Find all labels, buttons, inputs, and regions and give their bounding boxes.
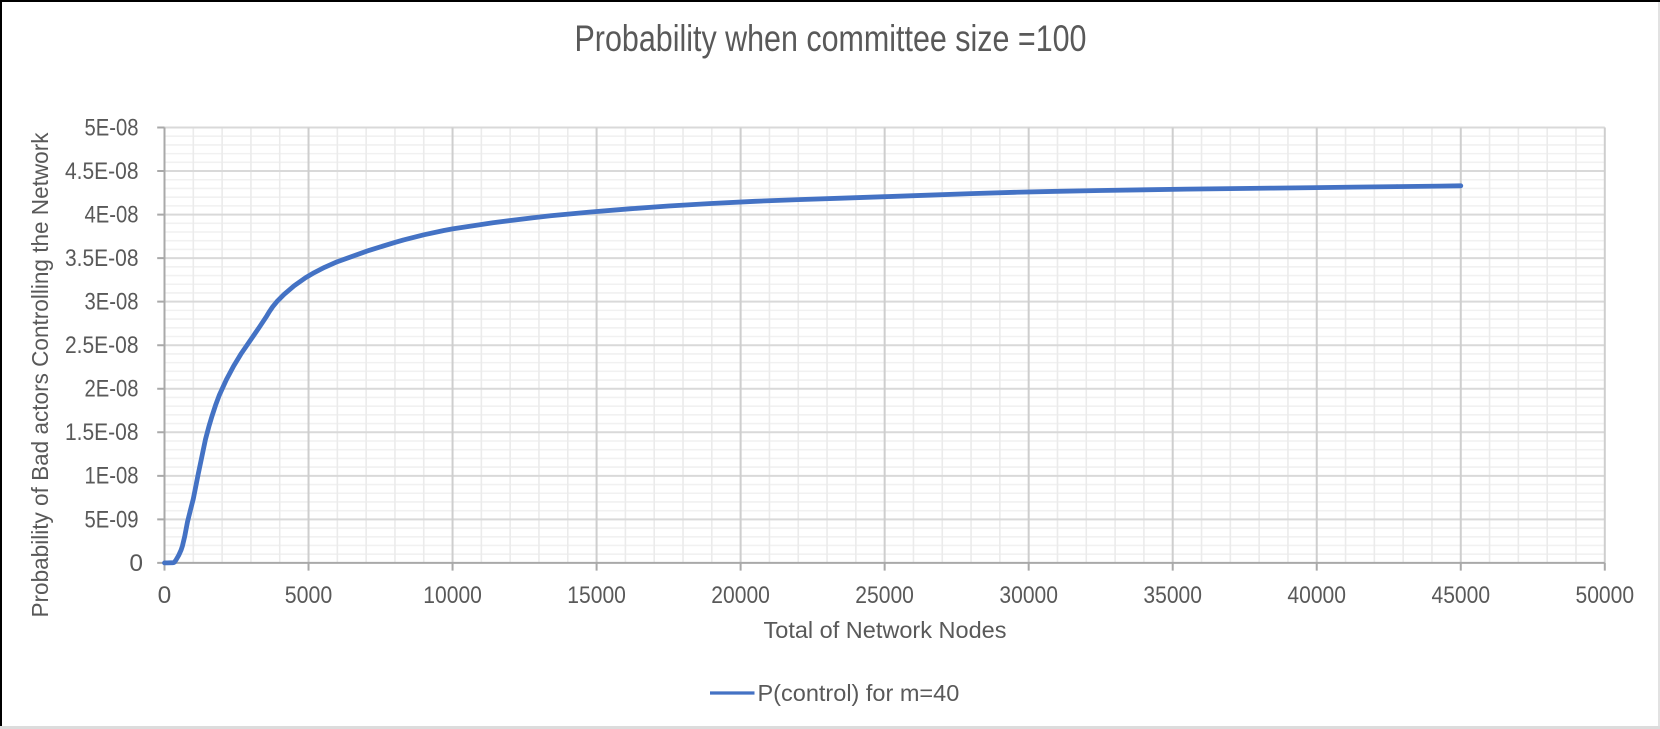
svg-text:10000: 10000 bbox=[423, 582, 482, 609]
svg-text:15000: 15000 bbox=[567, 582, 626, 609]
svg-text:2E-08: 2E-08 bbox=[85, 376, 139, 403]
svg-text:50000: 50000 bbox=[1576, 582, 1635, 609]
svg-text:45000: 45000 bbox=[1432, 582, 1491, 609]
svg-text:25000: 25000 bbox=[855, 582, 914, 609]
svg-text:Probability when committee siz: Probability when committee size =100 bbox=[575, 17, 1087, 59]
svg-text:4E-08: 4E-08 bbox=[85, 202, 139, 229]
svg-text:0: 0 bbox=[129, 550, 143, 577]
svg-text:1E-08: 1E-08 bbox=[85, 463, 139, 490]
svg-text:5E-08: 5E-08 bbox=[85, 114, 139, 141]
svg-text:Probability of Bad actors Cont: Probability of Bad actors Controlling th… bbox=[27, 132, 53, 617]
svg-text:3E-08: 3E-08 bbox=[85, 289, 139, 316]
svg-text:3.5E-08: 3.5E-08 bbox=[65, 245, 139, 272]
svg-text:4.5E-08: 4.5E-08 bbox=[65, 158, 139, 185]
svg-text:30000: 30000 bbox=[999, 582, 1058, 609]
svg-text:0: 0 bbox=[158, 582, 172, 609]
svg-text:1.5E-08: 1.5E-08 bbox=[65, 419, 139, 446]
svg-text:40000: 40000 bbox=[1287, 582, 1346, 609]
svg-text:Total of Network Nodes: Total of Network Nodes bbox=[764, 617, 1007, 643]
svg-text:20000: 20000 bbox=[711, 582, 770, 609]
svg-text:5E-09: 5E-09 bbox=[85, 506, 139, 533]
svg-text:35000: 35000 bbox=[1143, 582, 1202, 609]
svg-text:5000: 5000 bbox=[285, 582, 333, 609]
svg-text:2.5E-08: 2.5E-08 bbox=[65, 332, 139, 359]
svg-text:P(control) for m=40: P(control) for m=40 bbox=[758, 680, 960, 706]
